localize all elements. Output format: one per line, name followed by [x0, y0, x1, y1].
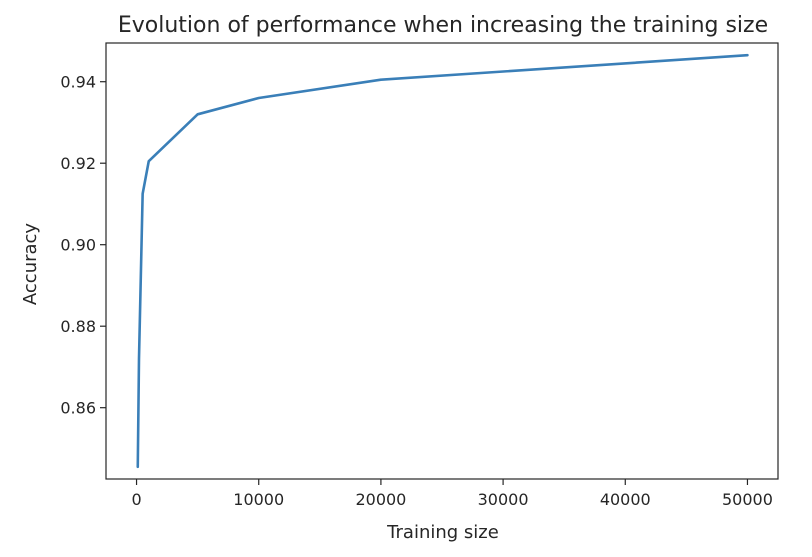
x-tick-label: 0	[131, 490, 141, 509]
y-tick-label: 0.86	[60, 399, 96, 418]
y-tick-label: 0.88	[60, 317, 96, 336]
x-axis-label: Training size	[386, 522, 499, 543]
y-axis-label: Accuracy	[20, 223, 41, 306]
series-line-0	[136, 53, 749, 469]
y-tick-label: 0.90	[60, 236, 96, 255]
chart-title: Evolution of performance when increasing…	[118, 13, 768, 38]
x-tick-label: 50000	[722, 490, 773, 509]
x-tick-label: 40000	[600, 490, 651, 509]
x-tick-label: 30000	[478, 490, 529, 509]
x-tick-label: 10000	[233, 490, 284, 509]
plot-frame	[105, 42, 779, 480]
y-tick-label: 0.92	[60, 154, 96, 173]
y-axis: 0.86 0.88 0.90 0.92 0.94	[60, 73, 106, 418]
plot-area	[136, 53, 749, 469]
y-tick-label: 0.94	[60, 73, 96, 92]
x-tick-label: 20000	[355, 490, 406, 509]
x-axis: 0 10000 20000 30000 40000 50000	[131, 479, 773, 509]
